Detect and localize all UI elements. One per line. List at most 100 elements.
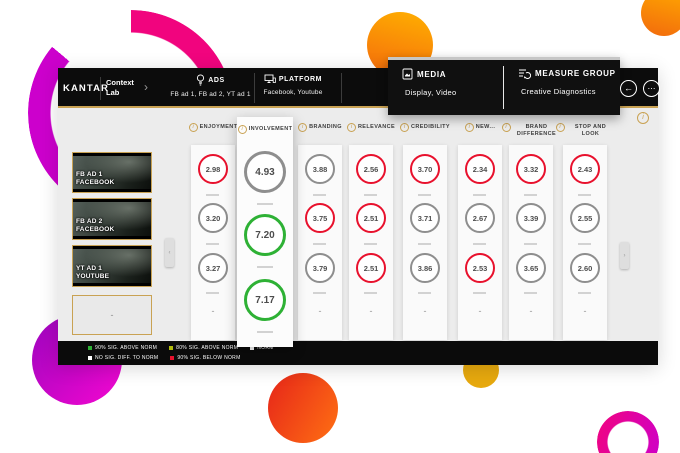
ad-thumbnail-yt-ad-1[interactable]: YT AD 1 YOUTUBE bbox=[72, 245, 152, 287]
legend-bar: 90% SIG. ABOVE NORM 80% SIG. ABOVE NORM … bbox=[58, 341, 658, 365]
separator bbox=[578, 243, 591, 245]
empty-score: - bbox=[318, 306, 322, 316]
column-header-credibility: i CREDIBILITY bbox=[390, 123, 460, 132]
empty-score: - bbox=[211, 306, 215, 316]
legend-item: 90% SIG. BELOW NORM bbox=[170, 355, 240, 361]
separator bbox=[313, 243, 326, 245]
empty-score: - bbox=[529, 306, 533, 316]
measure-group-filter[interactable]: MEASURE GROUP Creative Diagnostics bbox=[504, 60, 619, 115]
legend-swatch-red bbox=[170, 356, 175, 360]
column-header-brand-difference: i BRAND DIFFERENCE bbox=[496, 123, 566, 139]
score-circle[interactable]: 2.55 bbox=[570, 203, 600, 233]
more-options-button[interactable]: ⋯ bbox=[643, 80, 660, 97]
score-circle[interactable]: 3.75 bbox=[305, 203, 335, 233]
legend-item: 80% SIG. ABOVE NORM bbox=[169, 345, 238, 351]
ads-label: ADS bbox=[208, 76, 225, 84]
separator bbox=[418, 243, 431, 245]
ad-thumbnail-fb-ad-2[interactable]: FB AD 2 FACEBOOK bbox=[72, 198, 152, 240]
ad-caption: FB AD 2 FACEBOOK bbox=[76, 218, 115, 234]
score-circle[interactable]: 3.88 bbox=[305, 154, 335, 184]
score-circle[interactable]: 3.39 bbox=[516, 203, 546, 233]
separator bbox=[364, 194, 377, 196]
empty-score: - bbox=[478, 306, 482, 316]
dashboard: KANTAR Context Lab › ADS FB ad 1, FB ad … bbox=[58, 68, 658, 365]
separator bbox=[524, 292, 537, 294]
info-icon[interactable]: i bbox=[237, 125, 247, 134]
score-circle[interactable]: 3.65 bbox=[516, 253, 546, 283]
info-icon[interactable]: i bbox=[298, 123, 308, 132]
info-icon[interactable]: i bbox=[637, 112, 649, 124]
measure-group-icon bbox=[518, 68, 531, 79]
media-filter[interactable]: MEDIA Display, Video bbox=[388, 60, 503, 115]
separator bbox=[313, 292, 326, 294]
info-icon[interactable]: i bbox=[188, 123, 198, 132]
separator bbox=[257, 331, 273, 333]
score-circle[interactable]: 3.20 bbox=[198, 203, 228, 233]
product-name: Context Lab bbox=[106, 78, 134, 97]
chevron-right-icon[interactable]: › bbox=[144, 80, 148, 94]
info-icon[interactable]: i bbox=[464, 123, 474, 132]
ad-thumbnail-fb-ad-1[interactable]: FB AD 1 FACEBOOK bbox=[72, 152, 152, 193]
decor-red-circle bbox=[268, 373, 338, 443]
score-circle[interactable]: 2.53 bbox=[465, 253, 495, 283]
info-icon[interactable]: i bbox=[346, 123, 356, 132]
separator bbox=[473, 194, 486, 196]
separator bbox=[206, 243, 219, 245]
ads-filter[interactable]: ADS FB ad 1, FB ad 2, YT ad 1 bbox=[153, 74, 268, 104]
score-circle[interactable]: 2.60 bbox=[570, 253, 600, 283]
separator bbox=[473, 292, 486, 294]
score-circle[interactable]: 4.93 bbox=[244, 151, 286, 193]
score-circle[interactable]: 2.56 bbox=[356, 154, 386, 184]
separator bbox=[578, 194, 591, 196]
media-label: MEDIA bbox=[417, 69, 447, 79]
score-circle[interactable]: 7.20 bbox=[244, 214, 286, 256]
measure-group-value: Creative Diagnostics bbox=[521, 87, 596, 96]
video-frame bbox=[73, 202, 151, 236]
score-circle[interactable]: 2.67 bbox=[465, 203, 495, 233]
legend-item: 90% SIG. ABOVE NORM bbox=[88, 345, 157, 351]
ads-value: FB ad 1, FB ad 2, YT ad 1 bbox=[170, 91, 251, 98]
score-circle[interactable]: 3.32 bbox=[516, 154, 546, 184]
separator bbox=[524, 243, 537, 245]
scroll-right-handle[interactable]: › bbox=[620, 242, 629, 269]
kantar-logo: KANTAR bbox=[63, 83, 110, 94]
score-circle[interactable]: 3.71 bbox=[410, 203, 440, 233]
separator bbox=[364, 292, 377, 294]
platform-label: PLATFORM bbox=[278, 75, 323, 83]
devices-icon bbox=[264, 74, 276, 84]
legend-row: 90% SIG. ABOVE NORM 80% SIG. ABOVE NORM … bbox=[88, 345, 274, 351]
info-icon[interactable]: i bbox=[400, 123, 410, 132]
legend-swatch-white bbox=[88, 356, 92, 360]
score-circle[interactable]: 7.17 bbox=[244, 279, 286, 321]
separator bbox=[206, 194, 219, 196]
score-circle[interactable]: 2.51 bbox=[356, 253, 386, 283]
score-circle[interactable]: 3.27 bbox=[198, 253, 228, 283]
separator bbox=[206, 292, 219, 294]
separator bbox=[257, 203, 273, 205]
media-icon bbox=[402, 68, 413, 80]
back-button[interactable]: ← bbox=[620, 80, 637, 97]
empty-score: - bbox=[583, 306, 587, 316]
info-icon[interactable]: i bbox=[501, 123, 511, 132]
ad-thumbnail-empty-slot[interactable]: - bbox=[72, 295, 152, 335]
platform-filter[interactable]: PLATFORM Facebook, Youtube bbox=[238, 74, 348, 104]
score-circle[interactable]: 2.98 bbox=[198, 154, 228, 184]
empty-score: - bbox=[423, 306, 427, 316]
ad-caption: FB AD 1 FACEBOOK bbox=[76, 171, 115, 187]
video-frame bbox=[73, 249, 151, 283]
measure-group-label: MEASURE GROUP bbox=[535, 69, 616, 78]
score-circle[interactable]: 3.86 bbox=[410, 253, 440, 283]
info-icon[interactable]: i bbox=[555, 123, 565, 132]
column-header-enjoyment: i ENJOYMENT bbox=[178, 123, 248, 132]
empty-score: - bbox=[369, 306, 373, 316]
decor-orange-circle-corner bbox=[641, 0, 680, 36]
score-circle[interactable]: 3.70 bbox=[410, 154, 440, 184]
filter-popup: MEDIA Display, Video MEASURE GROUP Creat… bbox=[388, 57, 620, 115]
score-circle[interactable]: 2.43 bbox=[570, 154, 600, 184]
legend-row: NO SIG. DIFF. TO NORM 90% SIG. BELOW NOR… bbox=[88, 355, 241, 361]
score-circle[interactable]: 3.79 bbox=[305, 253, 335, 283]
scroll-left-handle[interactable]: ‹ bbox=[165, 238, 174, 267]
score-circle[interactable]: 2.34 bbox=[465, 154, 495, 184]
score-circle[interactable]: 2.51 bbox=[356, 203, 386, 233]
